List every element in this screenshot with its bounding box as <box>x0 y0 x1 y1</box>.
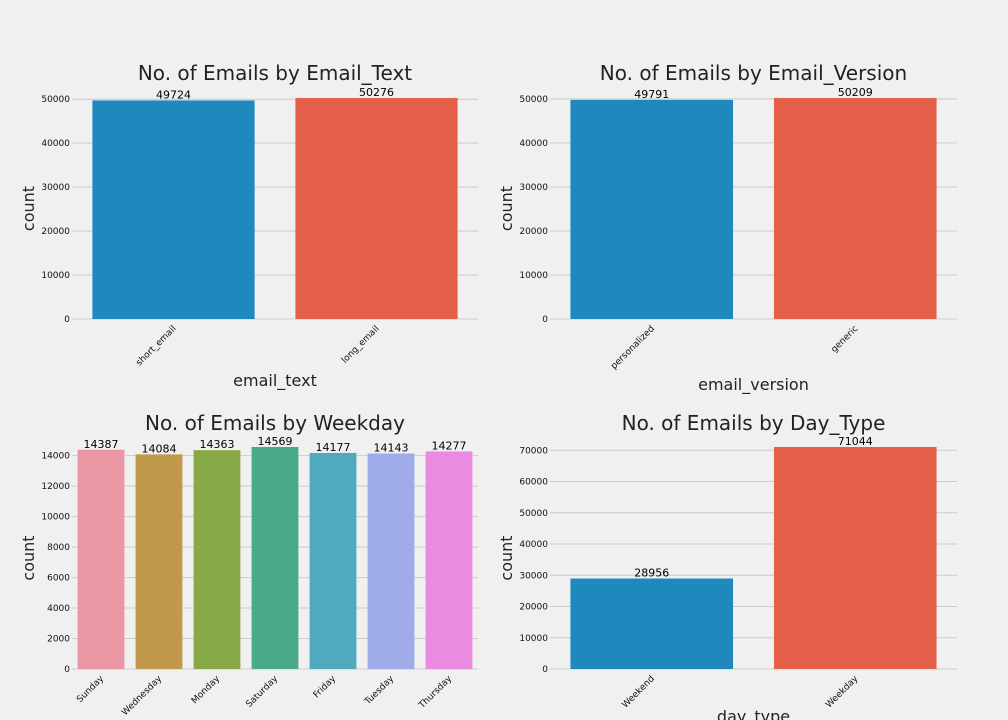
x-tick-label: Friday <box>312 674 339 701</box>
y-tick-label: 40000 <box>41 139 70 149</box>
y-axis-label: count <box>497 186 516 231</box>
x-tick-label: Wednesday <box>120 674 164 718</box>
data-label: 14569 <box>258 435 293 448</box>
bar-monday <box>193 450 241 669</box>
x-tick-label: Weekday <box>824 674 861 711</box>
y-tick-label: 10000 <box>519 634 548 644</box>
y-tick-label: 40000 <box>519 540 548 550</box>
x-axis-label: day_type <box>717 707 790 720</box>
x-tick-label: Monday <box>190 674 223 707</box>
data-label: 49724 <box>156 88 191 101</box>
bar-generic <box>773 98 937 319</box>
bar-weekday <box>773 447 937 669</box>
y-tick-label: 14000 <box>41 452 70 462</box>
y-tick-label: 2000 <box>47 635 70 645</box>
y-axis-label: count <box>19 535 38 580</box>
y-tick-label: 40000 <box>519 139 548 149</box>
bar-tuesday <box>367 453 415 669</box>
y-tick-label: 30000 <box>519 183 548 193</box>
x-tick-label: Thursday <box>417 674 455 712</box>
chart-title: No. of Emails by Day_Type <box>622 411 886 435</box>
data-label: 28956 <box>634 567 669 580</box>
y-tick-label: 50000 <box>519 95 548 105</box>
data-label: 14277 <box>432 439 467 452</box>
x-tick-label: generic <box>830 324 861 355</box>
chart-panel-2: 0 10000 20000 30000 40000 50000 49791 personali… <box>497 61 957 395</box>
y-tick-label: 6000 <box>47 574 70 584</box>
chart-panel-4: 0 10000 20000 30000 40000 50000 60000 70000 2895… <box>497 411 957 720</box>
chart-panel-3: 0 2000 4000 6000 8000 10000 12000 14000 14387 Sun… <box>19 411 478 718</box>
chart-title: No. of Emails by Weekday <box>145 411 405 435</box>
chart-title: No. of Emails by Email_Version <box>600 61 907 85</box>
data-label: 14143 <box>374 441 409 454</box>
data-label: 14363 <box>200 438 235 451</box>
y-tick-label: 10000 <box>41 513 70 523</box>
y-tick-label: 0 <box>64 315 70 325</box>
data-label: 14177 <box>316 441 351 454</box>
x-axis-label: email_text <box>233 371 317 391</box>
data-label: 50276 <box>359 86 394 99</box>
bar-long-email <box>295 98 458 319</box>
y-tick-label: 60000 <box>519 478 548 488</box>
x-tick-label: Saturday <box>244 674 280 710</box>
y-tick-label: 0 <box>64 665 70 675</box>
y-axis-label: count <box>497 535 516 580</box>
x-tick-label: short_email <box>134 324 178 368</box>
x-tick-label: Sunday <box>75 674 106 705</box>
bar-saturday <box>251 447 299 669</box>
y-tick-label: 20000 <box>519 603 548 613</box>
y-tick-label: 4000 <box>47 604 70 614</box>
y-tick-label: 20000 <box>519 227 548 237</box>
data-label: 49791 <box>634 88 669 101</box>
y-tick-label: 50000 <box>41 95 70 105</box>
bar-wednesday <box>135 454 183 669</box>
data-label: 71044 <box>838 435 873 448</box>
y-tick-label: 50000 <box>519 509 548 519</box>
y-tick-label: 10000 <box>41 271 70 281</box>
y-tick-label: 8000 <box>47 543 70 553</box>
y-tick-label: 12000 <box>41 482 70 492</box>
x-tick-label: personalized <box>609 324 657 372</box>
x-axis-label: email_version <box>698 375 809 395</box>
y-tick-label: 30000 <box>519 571 548 581</box>
bar-personalized <box>570 99 734 319</box>
data-label: 14387 <box>84 438 119 451</box>
y-tick-label: 0 <box>542 315 548 325</box>
bar-sunday <box>77 449 125 669</box>
x-tick-label: Tuesday <box>362 674 396 708</box>
data-label: 50209 <box>838 86 873 99</box>
x-tick-label: long_email <box>340 324 382 366</box>
y-tick-label: 0 <box>542 665 548 675</box>
x-tick-label: Weekend <box>621 674 657 710</box>
y-tick-label: 30000 <box>41 183 70 193</box>
y-tick-label: 70000 <box>519 446 548 456</box>
chart-title: No. of Emails by Email_Text <box>138 61 412 85</box>
y-tick-label: 20000 <box>41 227 70 237</box>
y-axis-label: count <box>19 186 38 231</box>
bar-weekend <box>570 578 734 669</box>
chart-panel-1: 0 10000 20000 30000 40000 50000 49724 short_ema… <box>19 61 478 391</box>
bar-short-email <box>92 100 255 319</box>
y-tick-label: 10000 <box>519 271 548 281</box>
bar-thursday <box>425 451 473 669</box>
bar-friday <box>309 452 357 669</box>
data-label: 14084 <box>142 442 177 455</box>
